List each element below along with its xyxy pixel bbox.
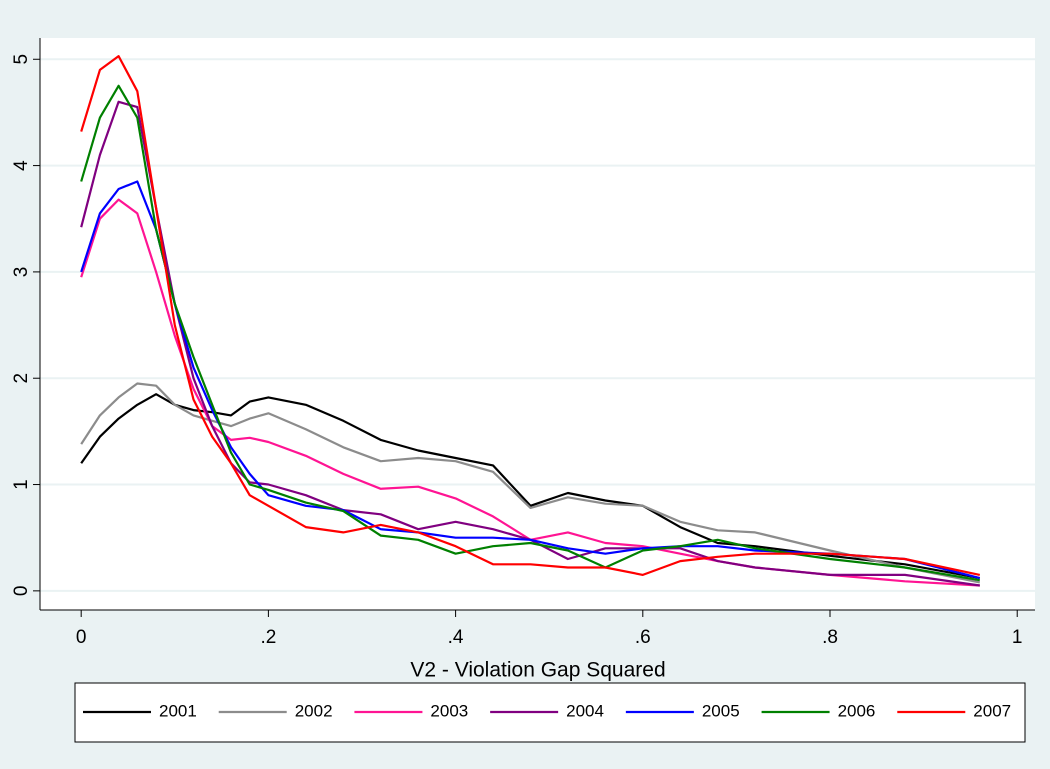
x-tick-label: .6 [635,627,651,648]
legend-label: 2004 [566,701,604,720]
series-line [80,84,980,582]
x-tick-label: .2 [260,627,276,648]
plot-area [40,38,1035,610]
x-tick-label: 1 [1012,627,1023,648]
legend-label: 2001 [159,701,197,720]
y-tick-label: 5 [11,54,32,65]
x-axis-label: V2 - Violation Gap Squared [410,659,665,682]
x-tick-label: 0 [76,627,87,648]
y-tick-label: 0 [11,586,32,597]
legend-label: 2003 [430,701,468,720]
series-line [80,100,980,587]
y-tick-label: 4 [11,160,32,171]
y-tick-label: 2 [11,373,32,384]
series-line [80,382,981,584]
legend-label: 2007 [973,701,1011,720]
legend-label: 2005 [702,701,740,720]
x-tick-label: .4 [448,627,464,648]
x-tick-label: .8 [822,627,838,648]
series-line [80,55,981,576]
series-line [80,393,980,580]
y-tick-label: 3 [11,267,32,278]
legend-label: 2006 [838,701,876,720]
legend-label: 2002 [295,701,333,720]
y-tick-label: 1 [11,479,32,490]
